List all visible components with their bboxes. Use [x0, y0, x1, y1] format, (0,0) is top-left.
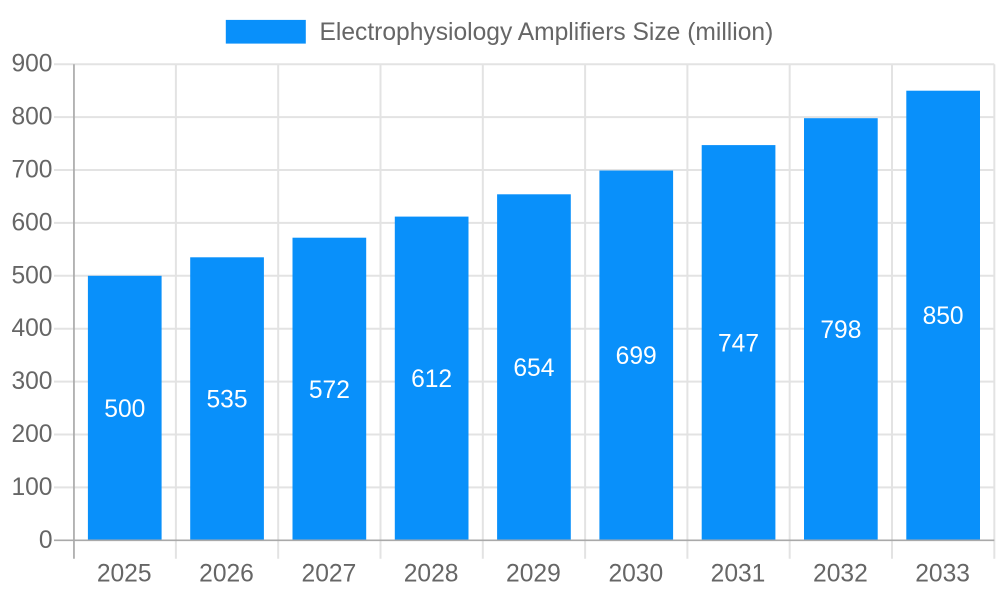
svg-text:2031: 2031 — [711, 561, 766, 588]
svg-text:572: 572 — [309, 377, 350, 404]
svg-text:0: 0 — [39, 527, 53, 554]
svg-text:700: 700 — [11, 157, 52, 184]
svg-text:2029: 2029 — [506, 561, 561, 588]
svg-text:654: 654 — [513, 355, 554, 382]
svg-text:2032: 2032 — [813, 561, 868, 588]
svg-text:747: 747 — [718, 331, 759, 358]
svg-text:2025: 2025 — [97, 561, 152, 588]
svg-text:600: 600 — [11, 209, 52, 236]
svg-text:699: 699 — [616, 343, 657, 370]
svg-text:300: 300 — [11, 368, 52, 395]
svg-text:500: 500 — [11, 262, 52, 289]
svg-text:100: 100 — [11, 474, 52, 501]
svg-text:500: 500 — [104, 396, 145, 423]
svg-text:2030: 2030 — [608, 561, 663, 588]
svg-text:2026: 2026 — [199, 561, 254, 588]
svg-text:2027: 2027 — [302, 561, 357, 588]
svg-text:850: 850 — [923, 303, 964, 330]
svg-text:535: 535 — [206, 387, 247, 414]
svg-text:200: 200 — [11, 421, 52, 448]
svg-text:Electrophysiology Amplifiers S: Electrophysiology Amplifiers Size (milli… — [320, 19, 774, 46]
svg-text:800: 800 — [11, 104, 52, 131]
svg-text:2033: 2033 — [915, 561, 970, 588]
svg-text:2028: 2028 — [404, 561, 459, 588]
svg-text:798: 798 — [820, 317, 861, 344]
svg-text:612: 612 — [411, 366, 452, 393]
svg-text:900: 900 — [11, 51, 52, 78]
svg-text:400: 400 — [11, 315, 52, 342]
